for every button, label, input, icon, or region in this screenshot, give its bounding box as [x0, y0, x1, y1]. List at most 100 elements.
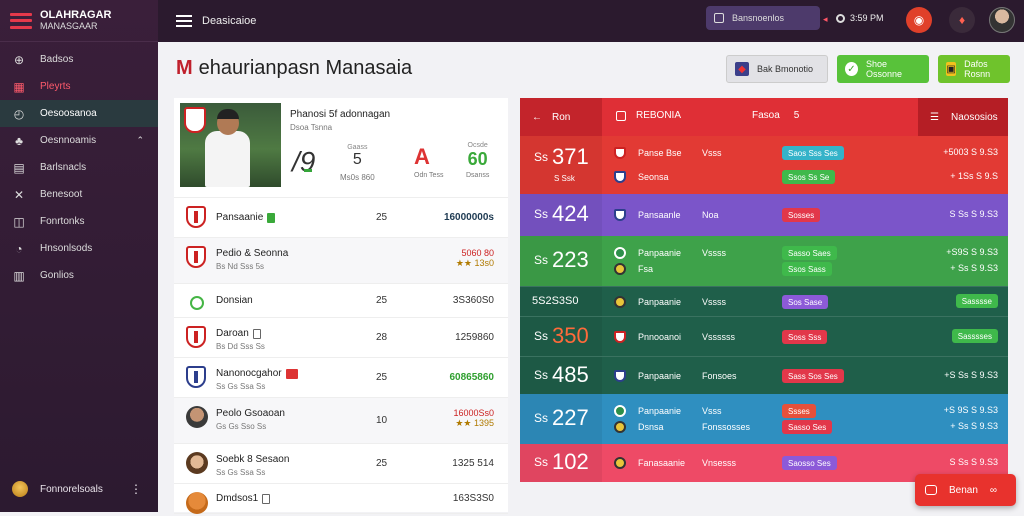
player-value: 60865860	[449, 372, 495, 383]
standings-row[interactable]: Ss 371 S Ssk Panse Bse Vsss Saos Sss Ses +5003…	[520, 136, 1008, 194]
search-input[interactable]: Bansnoenlos	[706, 6, 820, 30]
sidebar-item[interactable]: ◫ Fonrtonks	[0, 208, 158, 235]
player-row[interactable]: Nanonocgahor Ss Gs Ssa Ss 25 60865860	[174, 358, 508, 398]
chevron-icon[interactable]: ⌃	[136, 135, 144, 145]
player-row[interactable]: Peolo Gsoaoan Gs Gs Sso Ss 10 16000Ss0 ★★ 13…	[174, 398, 508, 444]
sidebar-user[interactable]: Fonnorelsoals ⋮	[0, 476, 158, 502]
match-pill[interactable]: Saos Sss Ses	[782, 146, 844, 160]
club-crest-icon	[184, 107, 206, 133]
player-row[interactable]: Daroan Bs Dd Sss Ss 28 1259860	[174, 318, 508, 358]
rank-value: 102	[552, 449, 589, 474]
match-pill[interactable]: Sasso Ses	[782, 420, 833, 434]
odds-value: S Ss S 9.S3	[949, 457, 998, 467]
bell-icon: ◔	[15, 241, 23, 256]
match-pill[interactable]: Ssses	[782, 404, 816, 418]
match-pill[interactable]: Soss Sss	[782, 330, 828, 344]
sidebar-item[interactable]: ⊕ Badsos	[0, 46, 158, 73]
chat-icon	[925, 485, 937, 495]
match-pill[interactable]: Sosses	[782, 208, 821, 222]
team-line: Panpaanie Vssss Sos Sase	[614, 293, 829, 311]
odds-value: + Ss S 9.S3	[950, 263, 998, 273]
standings-row[interactable]: Ss 223 Panpaanie Vssss Sasso Saes +S9S S 9.S3…	[520, 236, 1008, 286]
team-name: Panpaanie	[638, 248, 682, 258]
player-row[interactable]: Dmdsos1 163S3S0	[174, 484, 508, 514]
standings-row[interactable]: Ss 227 Panpaanie Vsss Ssses +S 9S S 9.S3 Dsnsa…	[520, 394, 1008, 444]
match-pill[interactable]: Sos Sase	[782, 295, 829, 309]
player-avatar	[186, 406, 208, 428]
back-promotion-button[interactable]: ◆ Bak Bmonotio	[726, 55, 828, 83]
sidebar-item[interactable]: ✕ Benesoot	[0, 181, 158, 208]
player-sub: Gs Gs Sso Ss	[216, 422, 267, 431]
match-pill[interactable]: Sass Sos Ses	[782, 369, 844, 383]
team-name: Pansaanle	[638, 210, 681, 220]
player-icon	[186, 326, 208, 350]
player-row[interactable]: Pansaanie 25 16000000s	[174, 198, 508, 238]
hamburger-menu-icon[interactable]	[176, 15, 192, 27]
team-name: Panpaanie	[638, 406, 682, 416]
featured-player-card[interactable]: Phanosi 5f adonnagan Dsoa Tsnna /9 Gaass…	[174, 98, 508, 198]
back-tab[interactable]: ← Ron	[520, 98, 602, 136]
player-team: Dsoa Tsnna	[290, 123, 333, 132]
show-button[interactable]: ✓ Shoe Ossonne	[837, 55, 929, 83]
more-icon[interactable]: ⋮	[130, 482, 142, 496]
sidebar-item[interactable]: ▥ Gonlios	[0, 262, 158, 289]
user-avatar[interactable]	[989, 7, 1015, 33]
odds-value[interactable]: Sasssse	[955, 294, 998, 308]
player-name: Pedio & Seonna	[216, 248, 289, 259]
match-pill[interactable]: Ssos Ss Se	[782, 170, 836, 184]
rank-label: Ss	[534, 411, 549, 425]
player-row[interactable]: Pedio & Seonna Bs Nd Sss 5s 5060 80 ★★ 13s0	[174, 238, 508, 284]
match-pill[interactable]: Ssos Sass	[782, 262, 832, 276]
rank-cell: Ss 223	[520, 236, 602, 286]
brand-line2: MANASGAAR	[40, 20, 98, 31]
player-row[interactable]: Donsian 25 3S360S0	[174, 284, 508, 318]
sidebar-item[interactable]: ◴ Oesoosanoa	[0, 100, 158, 127]
match-pill[interactable]: Sasso Saes	[782, 246, 837, 260]
player-icon	[186, 366, 208, 390]
sidebar-item[interactable]: ♣ Oesnnoamis ⌃	[0, 127, 158, 154]
player-value: 16000000s	[443, 212, 494, 223]
player-row[interactable]: Soebk 8 Sesaon Ss Gs Ssa Ss 25 1325 514	[174, 444, 508, 484]
chat-button[interactable]: Benan ∞	[915, 474, 1016, 506]
team-name: Fanasaanie	[638, 458, 686, 468]
standings-row[interactable]: Ss 424 Pansaanle Noa Sosses S Ss S 9.S3	[520, 194, 1008, 236]
sidebar-item[interactable]: ▤ Barlsnacls	[0, 154, 158, 181]
players-panel: Phanosi 5f adonnagan Dsoa Tsnna /9 Gaass…	[174, 98, 508, 514]
search-icon	[714, 13, 724, 23]
standings-row[interactable]: Ss 485 Panpaanie Fonsoes Sass Sos Ses +S Ss S…	[520, 356, 1008, 394]
match-pill[interactable]: Saosso Ses	[782, 456, 837, 470]
team-crest-icon	[614, 263, 626, 275]
standings-row[interactable]: 5S2S3S0 Panpaanie Vssss Sos Sase Sasssse	[520, 286, 1008, 316]
grid-icon: ▦	[13, 79, 25, 94]
clipboard-icon: ◫	[13, 214, 25, 229]
player-sub: Ss Gs Ssa Ss	[216, 468, 266, 477]
header-region[interactable]: REBONIA	[616, 110, 681, 121]
player-icon	[186, 292, 208, 316]
sidebar-item-label: Barlsnacls	[40, 162, 87, 173]
player-number: /9	[292, 146, 316, 177]
team-crest-icon	[614, 209, 626, 221]
sidebar-item[interactable]: ▦ Pleyrts	[0, 73, 158, 100]
sidebar: OLAHRAGAR MANASGAAR ⊕ Badsos ▦ Pleyrts ◴ Oeso…	[0, 0, 158, 512]
rank-sub: S Ssk	[554, 174, 575, 183]
player-sub: Ss Gs Ssa Ss	[216, 382, 266, 391]
data-button[interactable]: ▣ Dafos Rosnn	[938, 55, 1010, 83]
team-line: Dsnsa Fonssosses Sasso Ses	[614, 418, 833, 436]
odds-value[interactable]: Sasssses	[951, 329, 998, 343]
team-line: Pnnooanoi Vssssss Soss Sss	[614, 328, 828, 346]
player-value: 16000Ss0 ★★ 1395	[453, 408, 494, 428]
alerts-button[interactable]: ♦	[949, 7, 975, 33]
player-name: Pansaanie	[216, 212, 276, 223]
rank-cell: Ss 102	[520, 444, 602, 482]
header-notes[interactable]: ☰ Naososios	[918, 98, 1008, 136]
player-name: Peolo Gsoaoan	[216, 408, 285, 419]
odds-value: +S Ss S 9.S3	[944, 370, 998, 380]
caret-icon[interactable]: ◂	[823, 14, 828, 24]
notification-button[interactable]: ◉	[906, 7, 932, 33]
brand[interactable]: OLAHRAGAR MANASGAAR	[0, 0, 158, 42]
team-venue: Vsss	[702, 406, 722, 416]
standings-row[interactable]: Ss 102 Fanasaanie Vnsesss Saosso Ses S Ss S 9…	[520, 444, 1008, 482]
standings-row[interactable]: Ss 350 Pnnooanoi Vssssss Soss Sss Sasssses	[520, 316, 1008, 356]
sidebar-item[interactable]: ◔ Hnsonlsods	[0, 235, 158, 262]
team-venue: Vssss	[702, 297, 727, 307]
